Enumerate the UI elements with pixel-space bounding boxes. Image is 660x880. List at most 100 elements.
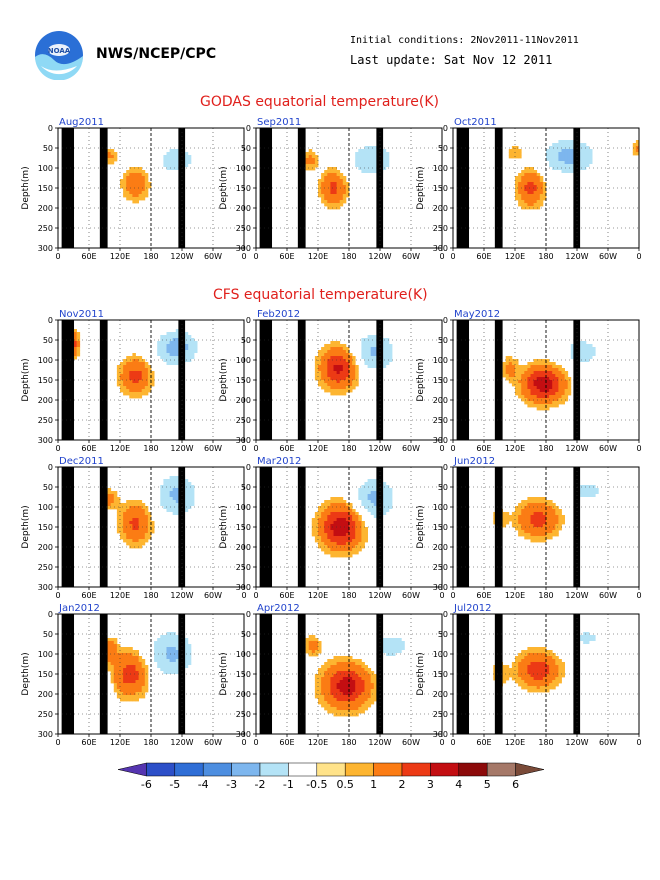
heatmap-cell xyxy=(567,140,572,144)
heatmap-cell xyxy=(558,134,562,138)
heatmap-cell xyxy=(92,188,96,192)
heatmap-cell xyxy=(175,662,180,666)
heatmap-cell xyxy=(154,491,158,495)
heatmap-cell xyxy=(135,362,139,366)
heatmap-cell xyxy=(392,647,396,651)
heatmap-cell xyxy=(172,482,177,486)
heatmap-cell xyxy=(172,647,177,651)
heatmap-cell xyxy=(339,542,344,546)
heatmap-cell xyxy=(352,386,356,390)
heatmap-cell xyxy=(163,491,167,495)
heatmap-cell xyxy=(524,503,528,507)
heatmap-cell xyxy=(511,521,516,525)
heatmap-cell xyxy=(172,494,177,498)
heatmap-cell xyxy=(321,506,325,510)
heatmap-cell xyxy=(160,479,164,483)
x-tick-label: 120W xyxy=(565,252,588,261)
heatmap-cell xyxy=(327,374,331,378)
heatmap-cell xyxy=(336,683,341,687)
heatmap-cell xyxy=(589,479,593,483)
heatmap-cell xyxy=(592,158,596,162)
heatmap-cell xyxy=(113,647,118,651)
heatmap-cell xyxy=(336,533,341,537)
heatmap-cell xyxy=(349,707,353,711)
heatmap-cell xyxy=(592,476,596,480)
heatmap-cell xyxy=(386,158,390,162)
heatmap-cell xyxy=(336,695,341,699)
heatmap-cell xyxy=(135,674,139,678)
heatmap-cell xyxy=(163,644,167,648)
heatmap-cell xyxy=(395,506,399,510)
heatmap-cell xyxy=(361,698,365,702)
heatmap-cell xyxy=(166,665,170,669)
heatmap-cell xyxy=(373,344,378,348)
heatmap-cell xyxy=(580,647,584,651)
heatmap-cell xyxy=(598,485,603,489)
heatmap-cell xyxy=(518,527,522,531)
y-tick-label: 300 xyxy=(236,244,251,253)
heatmap-cell xyxy=(352,170,356,174)
heatmap-cell xyxy=(336,677,341,681)
heatmap-cell xyxy=(533,206,538,210)
heatmap-cell xyxy=(339,353,344,357)
heatmap-cell xyxy=(163,482,167,486)
heatmap-cell xyxy=(166,626,170,630)
heatmap-cell xyxy=(151,383,155,387)
heatmap-cell xyxy=(132,500,136,504)
heatmap-cell xyxy=(352,164,356,168)
heatmap-cell xyxy=(308,152,313,156)
heatmap-cell xyxy=(527,530,531,534)
heatmap-cell xyxy=(120,668,124,672)
heatmap-cell xyxy=(349,701,353,705)
heatmap-cell xyxy=(175,158,180,162)
land-mask xyxy=(259,320,273,440)
heatmap-cell xyxy=(567,149,572,153)
heatmap-cell xyxy=(364,698,368,702)
heatmap-cell xyxy=(364,473,368,477)
heatmap-cell xyxy=(515,152,519,156)
heatmap-cell xyxy=(604,638,609,642)
heatmap-cell xyxy=(126,539,130,543)
heatmap-cell xyxy=(352,668,356,672)
heatmap-cell xyxy=(324,551,328,555)
heatmap-cell xyxy=(318,383,322,387)
heatmap-cell xyxy=(321,380,325,384)
heatmap-cell xyxy=(333,710,337,714)
heatmap-cell xyxy=(123,515,127,519)
x-tick-label: 60W xyxy=(599,252,617,261)
heatmap-cell xyxy=(169,368,174,372)
heatmap-cell xyxy=(311,644,316,648)
heatmap-cell xyxy=(154,641,158,645)
heatmap-cell xyxy=(113,656,118,660)
heatmap-cell xyxy=(386,359,390,363)
heatmap-cell xyxy=(549,392,553,396)
heatmap-cell xyxy=(314,371,319,375)
heatmap-cell xyxy=(194,155,198,159)
heatmap-cell xyxy=(194,506,198,510)
heatmap-cell xyxy=(533,374,538,378)
x-tick-label: 120E xyxy=(505,252,525,261)
x-tick-label: 0 xyxy=(253,591,258,600)
heatmap-cell xyxy=(583,632,587,636)
heatmap-cell xyxy=(355,536,359,540)
heatmap-cell xyxy=(530,170,534,174)
y-tick-label: 250 xyxy=(38,710,53,719)
heatmap-cell xyxy=(92,533,96,537)
heatmap-cell xyxy=(135,371,139,375)
heatmap-cell xyxy=(583,644,587,648)
heatmap-cell xyxy=(389,659,393,663)
heatmap-cell xyxy=(141,509,146,513)
heatmap-cell xyxy=(126,368,130,372)
land-mask xyxy=(494,320,503,440)
heatmap-cell xyxy=(166,638,170,642)
heatmap-cell xyxy=(342,542,347,546)
heatmap-cell xyxy=(95,536,99,540)
heatmap-cell xyxy=(141,170,146,174)
y-tick-label: 0 xyxy=(443,463,448,472)
heatmap-cell xyxy=(339,512,344,516)
y-tick-label: 0 xyxy=(246,316,251,325)
heatmap-cell xyxy=(539,182,544,186)
heatmap-cell xyxy=(361,143,365,147)
heatmap-cell xyxy=(542,371,547,375)
heatmap-cell xyxy=(194,644,198,648)
